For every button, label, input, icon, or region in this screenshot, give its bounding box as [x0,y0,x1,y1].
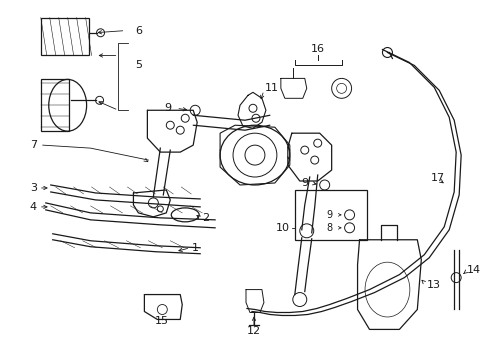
Text: 7: 7 [30,140,37,150]
Text: 13: 13 [427,280,440,289]
Text: 12: 12 [246,327,261,336]
Text: 14: 14 [466,265,480,275]
Text: 1: 1 [192,243,199,253]
Text: 11: 11 [264,84,278,93]
Text: 8: 8 [326,223,332,233]
Text: 17: 17 [430,173,445,183]
Text: 4: 4 [30,202,37,212]
Bar [41,18,88,55]
Text: 16: 16 [310,44,324,54]
Text: 5: 5 [135,60,142,71]
Text: 9: 9 [164,103,171,113]
Text: 10: 10 [275,223,289,233]
Bar [294,190,366,240]
Bar [41,80,68,131]
Text: 9: 9 [326,210,332,220]
Text: 2: 2 [202,213,209,223]
Text: 3: 3 [30,183,37,193]
Text: 9: 9 [301,178,308,188]
Text: 6: 6 [135,26,142,36]
Text: 15: 15 [155,316,169,327]
